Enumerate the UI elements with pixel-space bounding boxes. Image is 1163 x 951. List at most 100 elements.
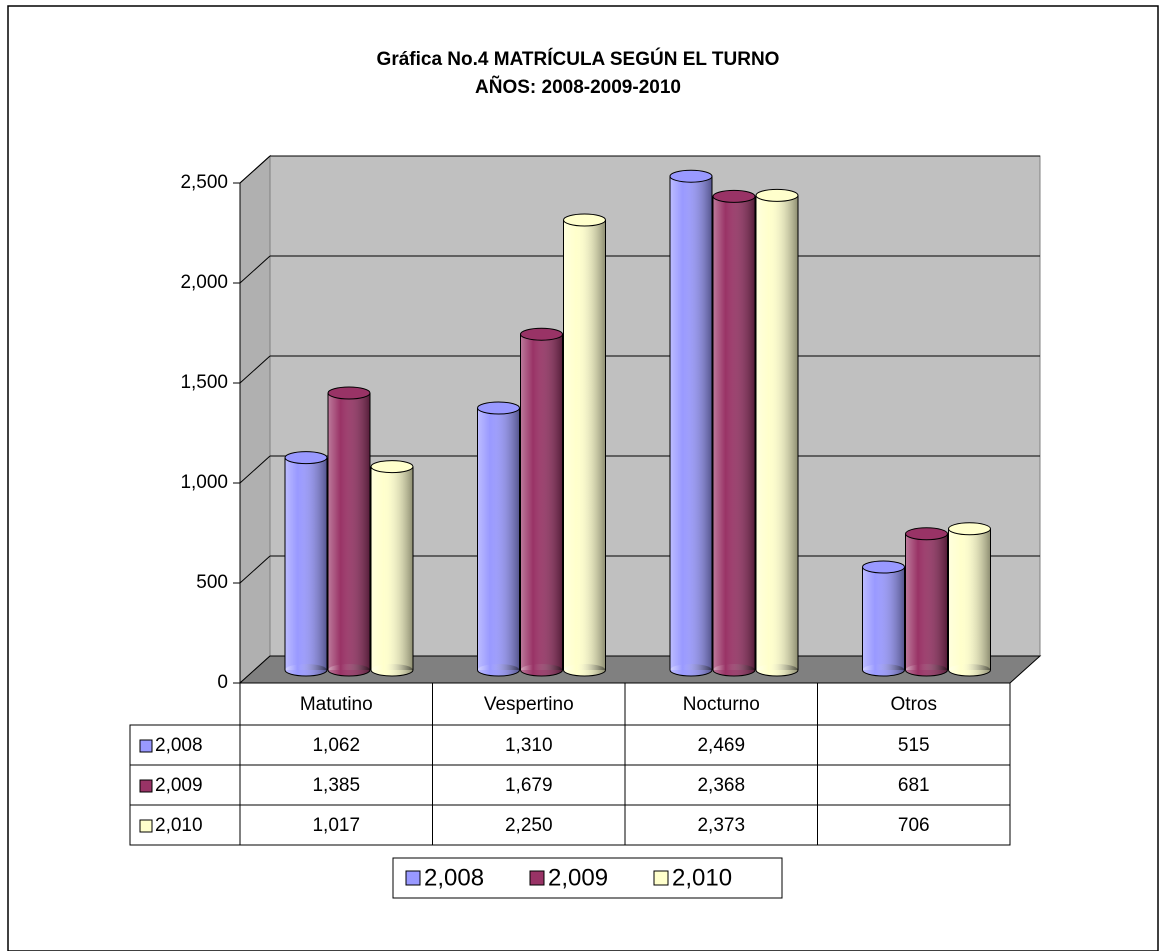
bar-top bbox=[327, 386, 371, 400]
bar-base-shade bbox=[948, 664, 991, 676]
bar bbox=[284, 451, 328, 677]
bar-shade bbox=[520, 334, 563, 670]
grid-line bbox=[239, 155, 271, 184]
legend-key bbox=[139, 739, 153, 753]
bar-top bbox=[755, 188, 799, 202]
bar-outline bbox=[755, 195, 799, 677]
bar-shade bbox=[905, 533, 948, 670]
bar bbox=[669, 169, 713, 677]
bar-outline bbox=[370, 466, 414, 677]
series-name: 2,008 bbox=[155, 735, 203, 756]
bar-shade bbox=[862, 567, 905, 670]
legend-key bbox=[139, 779, 153, 793]
legend-key bbox=[139, 819, 153, 833]
bar-outline bbox=[327, 393, 371, 677]
y-tick-label: 0 bbox=[217, 672, 228, 693]
bar-base-shade bbox=[756, 664, 798, 676]
bar-base-shade bbox=[520, 664, 563, 676]
bar-shade bbox=[713, 196, 755, 670]
data-label: 706 bbox=[898, 815, 930, 836]
legend-label: 2,009 bbox=[548, 864, 608, 891]
bar-base-shade bbox=[371, 664, 413, 676]
data-label: 1,310 bbox=[505, 735, 553, 756]
bar bbox=[563, 213, 606, 677]
bar-top bbox=[520, 327, 563, 341]
bar-outline bbox=[669, 176, 713, 677]
bar bbox=[905, 527, 948, 677]
bar-shade bbox=[285, 457, 327, 670]
bar-base-shade bbox=[285, 664, 327, 676]
data-label: 681 bbox=[898, 775, 930, 796]
bar-top bbox=[948, 522, 991, 536]
bar-shade bbox=[948, 528, 991, 670]
bar-outline bbox=[905, 533, 948, 677]
bar bbox=[755, 188, 799, 677]
y-tick-label: 2,000 bbox=[180, 272, 228, 293]
data-label: 1,679 bbox=[505, 775, 553, 796]
x-tick-label: Nocturno bbox=[683, 694, 760, 715]
data-label: 2,250 bbox=[505, 815, 553, 836]
data-label: 1,385 bbox=[312, 775, 360, 796]
bar-shade bbox=[563, 220, 606, 670]
bar-base-shade bbox=[328, 664, 370, 676]
y-tick-label: 1,000 bbox=[180, 472, 228, 493]
legend-label: 2,008 bbox=[424, 864, 484, 891]
grid-line bbox=[239, 355, 271, 384]
bar-top bbox=[370, 460, 414, 474]
x-tick-label: Vespertino bbox=[484, 694, 574, 715]
bar-base-shade bbox=[905, 664, 948, 676]
legend bbox=[392, 857, 783, 899]
series-name: 2,009 bbox=[155, 775, 203, 796]
bar-top bbox=[669, 169, 713, 183]
bar-shade bbox=[328, 393, 370, 670]
bar-top bbox=[284, 451, 328, 465]
bar bbox=[370, 460, 414, 677]
bar-shade bbox=[756, 195, 798, 670]
bar-top bbox=[862, 560, 905, 574]
legend-key bbox=[405, 870, 421, 886]
y-tick-label: 2,500 bbox=[180, 172, 228, 193]
grid-line bbox=[239, 255, 271, 284]
legend-key bbox=[529, 870, 545, 886]
bar bbox=[862, 560, 905, 677]
bar-top bbox=[563, 213, 606, 227]
y-tick-label: 500 bbox=[196, 572, 228, 593]
bar-top bbox=[905, 527, 948, 541]
bar-shade bbox=[670, 176, 712, 670]
bar-outline bbox=[862, 567, 905, 677]
side-wall bbox=[239, 154, 271, 685]
bar-outline bbox=[948, 528, 991, 677]
chart-subtitle: AÑOS: 2008-2009-2010 bbox=[475, 76, 681, 98]
data-label: 2,373 bbox=[697, 815, 745, 836]
bar-base-shade bbox=[477, 664, 520, 676]
y-tick-label: 1,500 bbox=[180, 372, 228, 393]
bar-base-shade bbox=[563, 664, 606, 676]
bar-outline bbox=[563, 220, 606, 677]
legend-label: 2,010 bbox=[672, 864, 732, 891]
data-label: 1,017 bbox=[312, 815, 360, 836]
data-label: 2,368 bbox=[697, 775, 745, 796]
bar bbox=[948, 522, 991, 677]
bar-base-shade bbox=[862, 664, 905, 676]
bar bbox=[712, 189, 756, 677]
series-name: 2,010 bbox=[155, 815, 203, 836]
grid-line bbox=[239, 455, 271, 484]
bar-shade bbox=[371, 466, 413, 670]
bar-outline bbox=[477, 408, 520, 677]
x-tick-label: Matutino bbox=[300, 694, 373, 715]
bar-top bbox=[712, 189, 756, 203]
chart-title: Gráfica No.4 MATRÍCULA SEGÚN EL TURNO bbox=[377, 48, 780, 70]
bar-outline bbox=[284, 457, 328, 677]
bar-outline bbox=[520, 334, 563, 677]
bar bbox=[477, 401, 520, 677]
data-label: 1,062 bbox=[312, 735, 360, 756]
grid-line bbox=[239, 555, 271, 584]
x-tick-label: Otros bbox=[891, 694, 937, 715]
bar bbox=[327, 386, 371, 677]
data-label: 2,469 bbox=[697, 735, 745, 756]
bar-base-shade bbox=[670, 664, 712, 676]
data-label: 515 bbox=[898, 735, 930, 756]
bar-shade bbox=[477, 408, 520, 670]
bar bbox=[520, 327, 563, 677]
